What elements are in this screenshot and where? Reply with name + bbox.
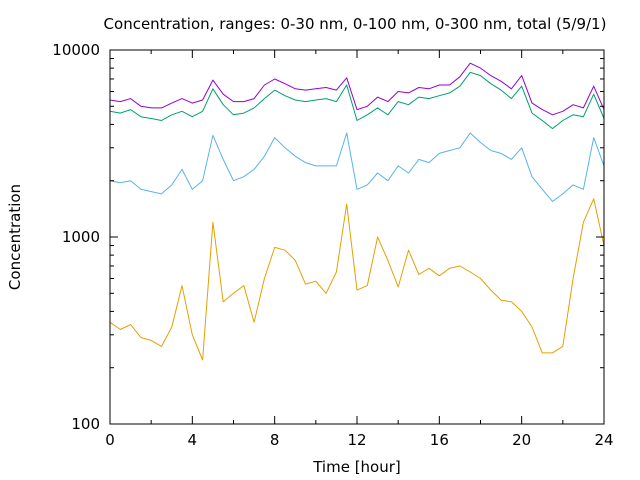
plot-frame	[109, 49, 605, 425]
y-axis-label: Concentration	[6, 184, 24, 290]
x-tick-label: 4	[188, 431, 198, 449]
axis-ticks	[109, 49, 605, 425]
x-tick-label: 8	[270, 431, 280, 449]
x-axis-label: Time [hour]	[312, 458, 401, 476]
chart-title: Concentration, ranges: 0-30 nm, 0-100 nm…	[104, 15, 607, 33]
series-layer	[109, 62, 605, 361]
series-line-4	[109, 198, 605, 361]
y-tick-label: 1000	[62, 228, 100, 246]
y-tick-label: 10000	[52, 41, 100, 59]
series-line-3	[109, 132, 605, 202]
x-tick-label: 20	[512, 431, 531, 449]
x-tick-label: 0	[105, 431, 115, 449]
x-tick-label: 16	[430, 431, 449, 449]
series-line-2	[109, 71, 605, 130]
series-line-1	[109, 62, 605, 116]
x-tick-label: 24	[594, 431, 613, 449]
x-tick-label: 12	[347, 431, 366, 449]
y-tick-label: 100	[71, 415, 100, 433]
axis-tick-labels: 0 4 8 12 16 20 24 100 1000 10000	[52, 41, 613, 449]
